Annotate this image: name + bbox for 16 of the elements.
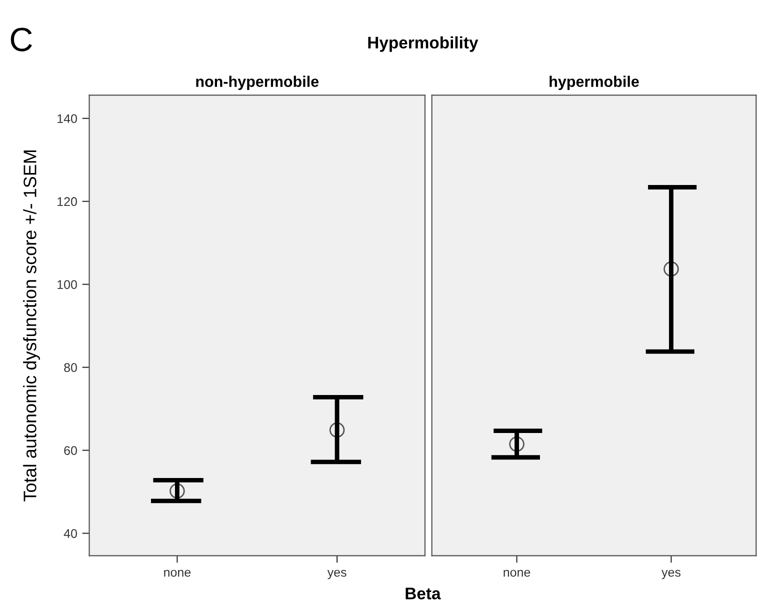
text: Hypermobility: [368, 36, 478, 52]
chart-title: hypermobile: [550, 76, 639, 90]
x-axis-title: Beta: [406, 588, 441, 600]
chart-title: non-hypermobile: [196, 76, 319, 90]
text: C: [10, 28, 32, 52]
y-tick-label: 80: [64, 363, 77, 372]
x-tick-label: yes: [327, 570, 346, 580]
y-tick-label: 40: [64, 529, 77, 538]
y-axis-title: Total autonomic dysfunction score +/- 1SEM: [23, 150, 40, 502]
y-tick-label: 120: [58, 197, 77, 206]
y-tick-label: 60: [64, 446, 77, 455]
y-tick-label: 140: [58, 114, 77, 124]
x-tick-label: none: [164, 570, 191, 577]
y-tick-label: 100: [58, 280, 77, 290]
x-tick-label: yes: [662, 570, 680, 580]
x-tick-label: none: [504, 570, 530, 577]
